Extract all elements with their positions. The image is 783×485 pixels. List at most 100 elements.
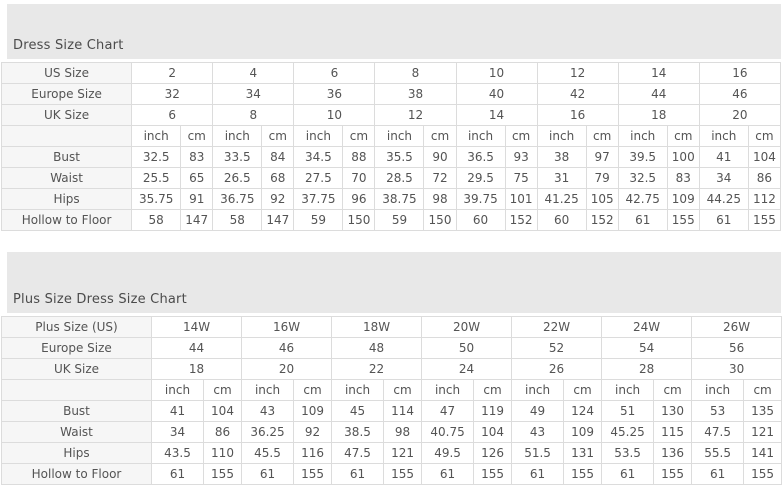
unit-cm-header-cell: cm: [261, 125, 295, 147]
measure-inch-cell: 36.25: [241, 421, 295, 443]
measure-inch-cell: 59: [293, 209, 344, 231]
unit-cm-header-cell: cm: [473, 379, 513, 401]
measure-cm-cell: 147: [261, 209, 295, 231]
unit-inch-header-cell: inch: [151, 379, 204, 401]
measure-cm-cell: 97: [585, 146, 619, 168]
measure-cm-cell: 79: [585, 167, 619, 189]
measure-cm-cell: 150: [423, 209, 457, 231]
unit-cm-header-cell: cm: [202, 379, 243, 401]
measure-inch-cell: 25.5: [131, 167, 182, 189]
measure-inch-cell: 45.25: [601, 421, 655, 443]
size-value-cell: 54: [601, 337, 693, 359]
measure-inch-cell: 40.75: [421, 421, 475, 443]
size-value-cell: 20W: [421, 316, 513, 338]
size-value-cell: 16W: [241, 316, 333, 338]
measure-cm-cell: 104: [473, 421, 513, 443]
measure-inch-cell: 49.5: [421, 442, 475, 464]
row-label-cell: Waist: [0, 167, 133, 189]
measure-cm-cell: 92: [293, 421, 333, 443]
measure-cm-cell: 150: [342, 209, 376, 231]
unit-inch-header-cell: inch: [131, 125, 182, 147]
row-label-cell: [0, 125, 133, 147]
size-value-cell: 56: [691, 337, 783, 359]
measure-inch-cell: 61: [241, 463, 295, 485]
size-value-cell: 30: [691, 358, 783, 380]
measure-cm-cell: 90: [423, 146, 457, 168]
unit-header-row: inch cm inch cm inch cm inch cm inch cm inch cm inch…: [0, 125, 782, 147]
measure-inch-cell: 26.5: [212, 167, 263, 189]
row-label-cell: UK Size: [0, 104, 133, 126]
measure-inch-cell: 37.75: [293, 188, 344, 210]
row-label-cell: Waist: [1, 421, 152, 443]
unit-inch-header-cell: inch: [421, 379, 475, 401]
size-value-cell: 32: [131, 83, 214, 105]
measure-cm-cell: 112: [747, 188, 782, 210]
unit-inch-header-cell: inch: [293, 125, 344, 147]
size-value-cell: 24W: [601, 316, 693, 338]
measurement-row: Hollow to Floor 58 147 58 147 59 150 59 150 60 152…: [0, 209, 782, 231]
measure-cm-cell: 131: [563, 442, 603, 464]
measure-inch-cell: 60: [455, 209, 506, 231]
size-value-cell: 26: [511, 358, 603, 380]
measure-cm-cell: 155: [293, 463, 333, 485]
measure-cm-cell: 155: [653, 463, 693, 485]
dress-size-chart-table: US Size 2 4 6 8 10 12 14 16 Europe Size 32 34 36 38 40…: [0, 62, 782, 231]
measure-cm-cell: 155: [563, 463, 603, 485]
row-label-cell: Hips: [0, 188, 133, 210]
measure-inch-cell: 61: [691, 463, 745, 485]
size-row: UK Size 6 8 10 12 14 16 18 20: [0, 104, 782, 126]
measure-cm-cell: 105: [585, 188, 619, 210]
unit-cm-header-cell: cm: [585, 125, 619, 147]
measure-cm-cell: 98: [383, 421, 423, 443]
size-value-cell: 12: [374, 104, 457, 126]
size-value-cell: 20: [698, 104, 782, 126]
measure-cm-cell: 92: [261, 188, 295, 210]
measure-cm-cell: 119: [473, 400, 513, 422]
measurement-row: Waist 34 86 36.25 92 38.5 98 40.75 104 43 109 45.25…: [1, 421, 783, 443]
unit-inch-header-cell: inch: [331, 379, 385, 401]
measure-cm-cell: 155: [473, 463, 513, 485]
unit-inch-header-cell: inch: [691, 379, 745, 401]
size-value-cell: 12: [536, 62, 619, 84]
measurement-row: Bust 32.5 83 33.5 84 34.5 88 35.5 90 36.5 93 38 97 39…: [0, 146, 782, 168]
row-label-cell: Bust: [0, 146, 133, 168]
measure-cm-cell: 155: [747, 209, 782, 231]
measure-inch-cell: 36.5: [455, 146, 506, 168]
size-row: Plus Size (US) 14W 16W 18W 20W 22W 24W 26W: [1, 316, 783, 338]
size-row: UK Size 18 20 22 24 26 28 30: [1, 358, 783, 380]
row-label-cell: [1, 379, 152, 401]
size-value-cell: 18: [617, 104, 700, 126]
unit-cm-header-cell: cm: [563, 379, 603, 401]
measure-inch-cell: 41: [698, 146, 749, 168]
measure-inch-cell: 32.5: [131, 146, 182, 168]
measure-inch-cell: 34: [698, 167, 749, 189]
size-value-cell: 6: [293, 62, 376, 84]
size-value-cell: 16: [536, 104, 619, 126]
unit-inch-header-cell: inch: [241, 379, 295, 401]
measure-cm-cell: 70: [342, 167, 376, 189]
unit-header-row: inch cm inch cm inch cm inch cm inch cm inch cm inch…: [1, 379, 783, 401]
plus-size-chart-title-band: Plus Size Dress Size Chart: [7, 252, 781, 313]
measure-inch-cell: 58: [131, 209, 182, 231]
size-value-cell: 40: [455, 83, 538, 105]
row-label-cell: Hollow to Floor: [0, 209, 133, 231]
size-value-cell: 26W: [691, 316, 783, 338]
measure-inch-cell: 60: [536, 209, 587, 231]
row-label-cell: Europe Size: [0, 83, 133, 105]
measure-inch-cell: 43: [241, 400, 295, 422]
measure-cm-cell: 84: [261, 146, 295, 168]
size-value-cell: 14: [617, 62, 700, 84]
unit-cm-header-cell: cm: [653, 379, 693, 401]
size-value-cell: 6: [131, 104, 214, 126]
measure-inch-cell: 36.75: [212, 188, 263, 210]
measure-cm-cell: 86: [747, 167, 782, 189]
unit-inch-header-cell: inch: [455, 125, 506, 147]
measure-inch-cell: 34: [151, 421, 204, 443]
plus-size-chart-table: Plus Size (US) 14W 16W 18W 20W 22W 24W 26W Europ…: [1, 316, 783, 485]
measure-inch-cell: 47.5: [691, 421, 745, 443]
measure-cm-cell: 86: [202, 421, 243, 443]
measure-inch-cell: 29.5: [455, 167, 506, 189]
measure-inch-cell: 38: [536, 146, 587, 168]
measurement-row: Hips 35.75 91 36.75 92 37.75 96 38.75 98 39.75 101…: [0, 188, 782, 210]
